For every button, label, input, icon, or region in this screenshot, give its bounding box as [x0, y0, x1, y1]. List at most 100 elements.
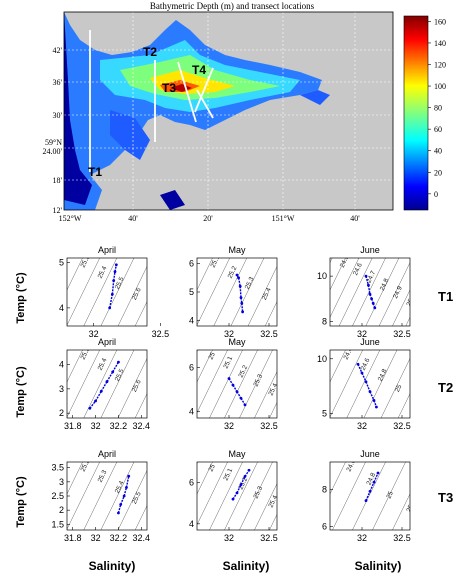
profile-segment — [369, 481, 375, 492]
isopycnal-line — [372, 462, 406, 530]
isopycnal-line — [134, 301, 147, 326]
ts-panel-t1-april: April 25.3 25.4 25.5 25.6 25.7 25.8 32 32.5 4 5 — [59, 245, 169, 339]
isopycnal-line — [147, 345, 185, 423]
x-tick-label: 32 — [224, 329, 234, 339]
y-tick-label: 5 — [59, 258, 64, 268]
isopycnal-line — [117, 357, 147, 418]
isopycnal-label: 25 — [207, 463, 217, 473]
y-tick-label: 6 — [189, 259, 194, 269]
isopycnal-label: 25.1 — [222, 355, 234, 370]
colorbar-tick-label: 100 — [434, 82, 446, 91]
panel-frame — [329, 257, 411, 327]
profile-segment — [112, 271, 116, 281]
isopycnal-label: 25.2 — [227, 265, 239, 280]
profile-segment — [106, 371, 114, 382]
map-frame — [63, 11, 394, 211]
y-tick-label: 4 — [189, 315, 194, 325]
transect-line-t3 — [177, 61, 197, 123]
colorbar-tick-label: 140 — [434, 39, 446, 48]
isopycnal-label: 25.2 — [80, 458, 92, 473]
isopycnal-line — [197, 350, 228, 414]
isopycnal-label: 25.3 — [252, 373, 264, 388]
isopycnal-line — [83, 350, 118, 418]
isopycnal-label: 24.4 — [343, 346, 355, 361]
isopycnal-line — [67, 462, 83, 495]
y-tick-label: 2 — [59, 505, 64, 515]
isopycnal-label: 25.5 — [282, 391, 294, 406]
isopycnal-label: 25.1 — [222, 467, 234, 482]
profile-segment — [365, 381, 371, 392]
isopycnal-line — [67, 258, 83, 291]
isopycnal-line — [197, 462, 228, 526]
transect-label-t3: T3 — [162, 81, 176, 95]
isopycnal-line — [100, 350, 135, 418]
y-tick-label: 6 — [189, 363, 194, 373]
x-tick-label: 32 — [224, 421, 234, 431]
isopycnal-line — [117, 469, 147, 530]
isopycnal-line — [247, 265, 277, 326]
isopycnal-label: 24.8 — [365, 472, 377, 487]
isopycnal-line — [100, 258, 135, 326]
x-tick-label: 32 — [91, 533, 101, 543]
profile-segment — [369, 391, 375, 401]
isopycnal-label: 24.7 — [365, 270, 377, 285]
panel-title: June — [360, 337, 380, 347]
isopycnal-line — [312, 457, 350, 535]
colorbar-tick-label: 0 — [434, 190, 438, 199]
isopycnal-line — [209, 350, 243, 418]
isopycnal-label: 24.6 — [352, 262, 364, 277]
x-tick-label: 32 — [357, 329, 367, 339]
isopycnal-line — [330, 350, 363, 418]
isopycnal-label: 25 — [207, 351, 217, 361]
x-tick-label: 31.8 — [64, 421, 82, 431]
lon-tick: 151°W — [272, 214, 295, 223]
isopycnal-label: 25.4 — [114, 480, 126, 495]
isopycnal-label: 25.5 — [278, 297, 290, 312]
profile-segment — [367, 285, 371, 295]
panel-frame — [196, 349, 278, 419]
ylabel-row3: Temp (°C) — [15, 476, 27, 528]
isopycnal-label: 25.3 — [80, 254, 92, 269]
isopycnal-line — [197, 258, 230, 326]
lon-tick: 20' — [203, 214, 213, 223]
isopycnal-line — [230, 258, 265, 326]
profile-segment — [123, 487, 128, 497]
panel-title: April — [98, 337, 116, 347]
isopycnal-line — [346, 350, 381, 418]
isopycnal-line — [134, 505, 147, 530]
isopycnal-label: 25.6 — [131, 286, 143, 301]
transect-label-t4: T4 — [192, 63, 206, 77]
isopycnal-line — [209, 462, 243, 530]
isopycnal-line — [392, 289, 410, 326]
colorbar — [403, 15, 429, 211]
isopycnal-label: 25.4 — [261, 286, 273, 301]
isopycnal-label: 25.2 — [432, 308, 444, 323]
ylabel-row1: Temp (°C) — [15, 272, 27, 324]
isopycnal-line — [197, 462, 198, 464]
isopycnal-label: 25.5 — [114, 368, 126, 383]
isopycnal-line — [147, 457, 185, 535]
profile-segment — [239, 286, 242, 298]
profile-segment — [357, 363, 363, 374]
x-tick-label: 32.5 — [260, 421, 278, 431]
isopycnal-line — [332, 462, 366, 530]
panel-title: April — [98, 449, 116, 459]
colorbar-tick-label: 20 — [434, 168, 442, 177]
profile-segment — [89, 400, 97, 409]
isopycnal-label: 25.4 — [267, 382, 279, 397]
data-point — [373, 306, 377, 310]
transect-label-t2: T2 — [143, 45, 157, 59]
y-tick-label: 5 — [189, 287, 194, 297]
xlabel-col1: Salinity) — [89, 559, 136, 573]
isopycnal-line — [282, 345, 320, 423]
isopycnal-line — [197, 462, 213, 495]
isopycnal-label: 25.5 — [114, 276, 126, 291]
isopycnal-line — [213, 258, 248, 326]
row-label-t3: T3 — [438, 490, 453, 505]
profile-segment — [114, 264, 118, 272]
isopycnal-label: 25.2 — [237, 476, 249, 491]
